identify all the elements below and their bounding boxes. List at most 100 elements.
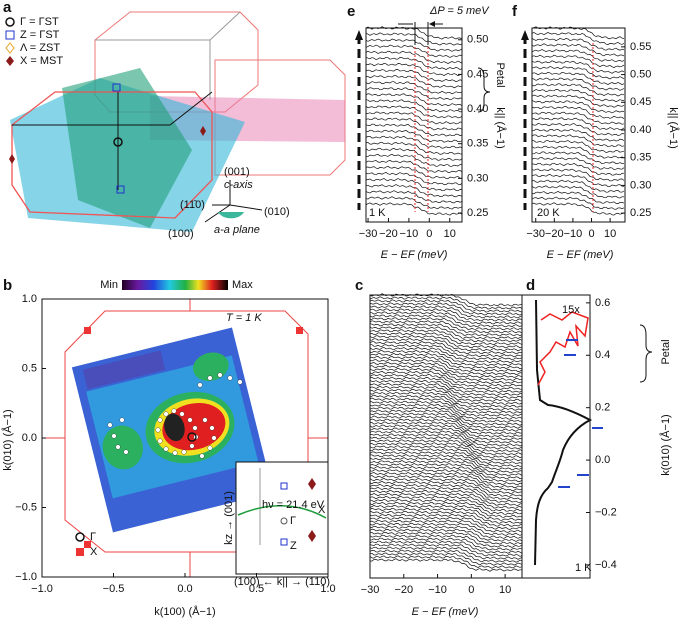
- edc-curve: [369, 525, 523, 539]
- edc-curve: [365, 105, 463, 119]
- edc-curve: [365, 184, 463, 198]
- edc-curve: [531, 145, 625, 159]
- x-axis-label: E − EF (meV): [381, 249, 448, 261]
- y-tick-label: 0.35: [630, 152, 651, 164]
- edc-curve: [531, 179, 625, 193]
- edc-curve: [369, 397, 523, 411]
- x-tick-label: 1.0: [320, 583, 335, 595]
- edc-curve: [369, 457, 523, 471]
- edc-curve: [369, 302, 523, 316]
- edc-curve: [369, 466, 523, 480]
- edc-curve: [369, 403, 523, 417]
- panel-label: a: [3, 0, 12, 16]
- plot-frame: [365, 27, 463, 223]
- y-tick-label: 1.0: [22, 293, 37, 305]
- edc-curve: [365, 87, 463, 101]
- edc-curve: [369, 534, 523, 548]
- edc-curve: [369, 394, 523, 408]
- edc-curve: [369, 379, 523, 393]
- annotation: 15x: [562, 304, 580, 316]
- edc-curve: [369, 495, 523, 509]
- edc-curve: [365, 81, 463, 95]
- edc-curve: [369, 311, 523, 325]
- y-tick-label: −0.5: [15, 501, 37, 513]
- edc-curve: [531, 185, 625, 199]
- edc-curve: [369, 489, 523, 503]
- edc-curve: [531, 77, 625, 91]
- edc-curve: [369, 475, 523, 489]
- edc-curve: [369, 376, 523, 390]
- edc-curve: [531, 49, 625, 63]
- edc-curve: [531, 106, 625, 119]
- y-tick-label: 0.25: [630, 207, 651, 219]
- edc-curve: [365, 202, 463, 216]
- edc-curve: [369, 320, 523, 334]
- edc-curve: [369, 332, 523, 346]
- edc-curve: [370, 338, 523, 352]
- edc-curve: [369, 373, 523, 388]
- y-tick-label: 0.45: [630, 96, 651, 108]
- edc-curve: [369, 498, 522, 512]
- edc-curve: [531, 140, 625, 153]
- edc-curve: [369, 364, 523, 379]
- mdc-curve: [537, 311, 589, 386]
- edc-curve: [531, 162, 625, 176]
- edc-curve: [369, 522, 523, 536]
- y-tick-label: 0.40: [467, 103, 488, 115]
- inset-label: X: [318, 504, 326, 516]
- annotation: ΔP = 5 meV: [429, 5, 490, 17]
- legend-label: X: [90, 546, 98, 558]
- edc-curve: [370, 349, 523, 364]
- edc-curve: [365, 63, 463, 77]
- legend-label: X = MST: [20, 55, 63, 67]
- y-axis-label: k(010) (Å−1): [1, 409, 14, 470]
- edc-curve: [369, 326, 523, 340]
- edc-curve: [369, 451, 523, 465]
- edc-curve: [369, 424, 523, 438]
- edc-curve: [369, 492, 523, 506]
- x-tick-label: −20: [394, 584, 413, 596]
- inset: [235, 461, 329, 575]
- edc-curve: [365, 111, 463, 125]
- x-tick-label: 10: [444, 228, 456, 240]
- edc-curve: [369, 552, 523, 566]
- edc-curve: [369, 439, 523, 453]
- edc-curve: [369, 543, 523, 557]
- y-tick-label: 0.4: [595, 349, 610, 361]
- edc-curve: [369, 555, 523, 569]
- annotation: 1 K: [369, 207, 386, 219]
- inset-label: Z: [290, 540, 297, 552]
- x-tick-label: 10: [499, 584, 511, 596]
- x-tick-label: −0.5: [103, 583, 125, 595]
- edc-curve: [369, 460, 523, 474]
- edc-stack: [365, 26, 463, 216]
- edc-curve: [531, 191, 625, 205]
- edc-curve: [369, 361, 523, 376]
- edc-curve: [369, 305, 523, 319]
- edc-curve: [369, 549, 523, 563]
- panel-label: e: [347, 3, 355, 20]
- edc-curve: [369, 421, 523, 435]
- edc-curve: [369, 370, 523, 385]
- axis-label: (010): [264, 206, 290, 218]
- edc-curve: [531, 157, 625, 170]
- edc-curve: [369, 519, 523, 533]
- x-tick-label: −20: [545, 228, 564, 240]
- edc-curve: [369, 385, 523, 399]
- x-tick-label: −30: [359, 228, 378, 240]
- axis-label: c-axis: [224, 179, 253, 191]
- edc-curve: [531, 100, 625, 114]
- x-tick-label: 0: [588, 228, 594, 240]
- edc-curve: [369, 486, 523, 500]
- x-axis-label: k(100) (Å−1): [154, 605, 215, 618]
- edc-curve: [365, 99, 463, 113]
- panel-label: c: [355, 277, 363, 294]
- edc-curve: [369, 483, 523, 497]
- panel-label: d: [526, 277, 535, 294]
- x-tick-label: −10: [428, 584, 447, 596]
- edc-curve: [369, 433, 523, 447]
- annotation: 20 K: [537, 207, 560, 219]
- y-axis-label: k(010) (Å−1): [659, 414, 672, 475]
- edc-curve: [369, 546, 523, 560]
- axis-label: (11̄0): [180, 199, 205, 211]
